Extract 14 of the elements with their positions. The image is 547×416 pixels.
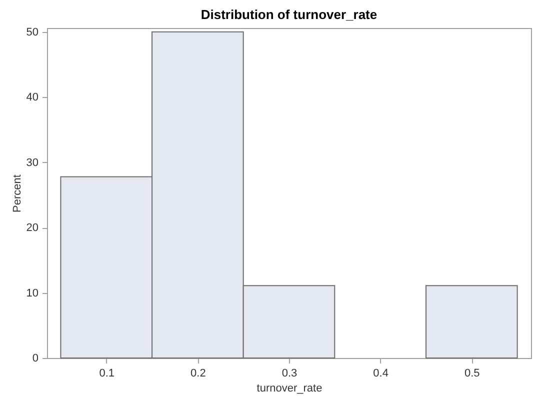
x-tick-label: 0.3	[282, 368, 298, 380]
y-tick-label: 50	[26, 26, 38, 38]
y-axis-title: Percent	[11, 174, 24, 212]
y-tick-label: 0	[32, 352, 38, 364]
y-tick-label: 10	[26, 287, 38, 300]
y-tick-label: 40	[26, 92, 38, 104]
x-tick-label: 0.1	[99, 368, 115, 380]
x-tick-label: 0.5	[464, 368, 480, 380]
y-tick-label: 20	[26, 222, 38, 234]
x-axis-title: turnover_rate	[256, 382, 322, 394]
chart-title: Distribution of turnover_rate	[200, 6, 378, 22]
x-tick-label: 0.2	[190, 368, 206, 380]
y-tick-label: 30	[26, 156, 38, 169]
x-tick-label: 0.4	[373, 368, 388, 380]
